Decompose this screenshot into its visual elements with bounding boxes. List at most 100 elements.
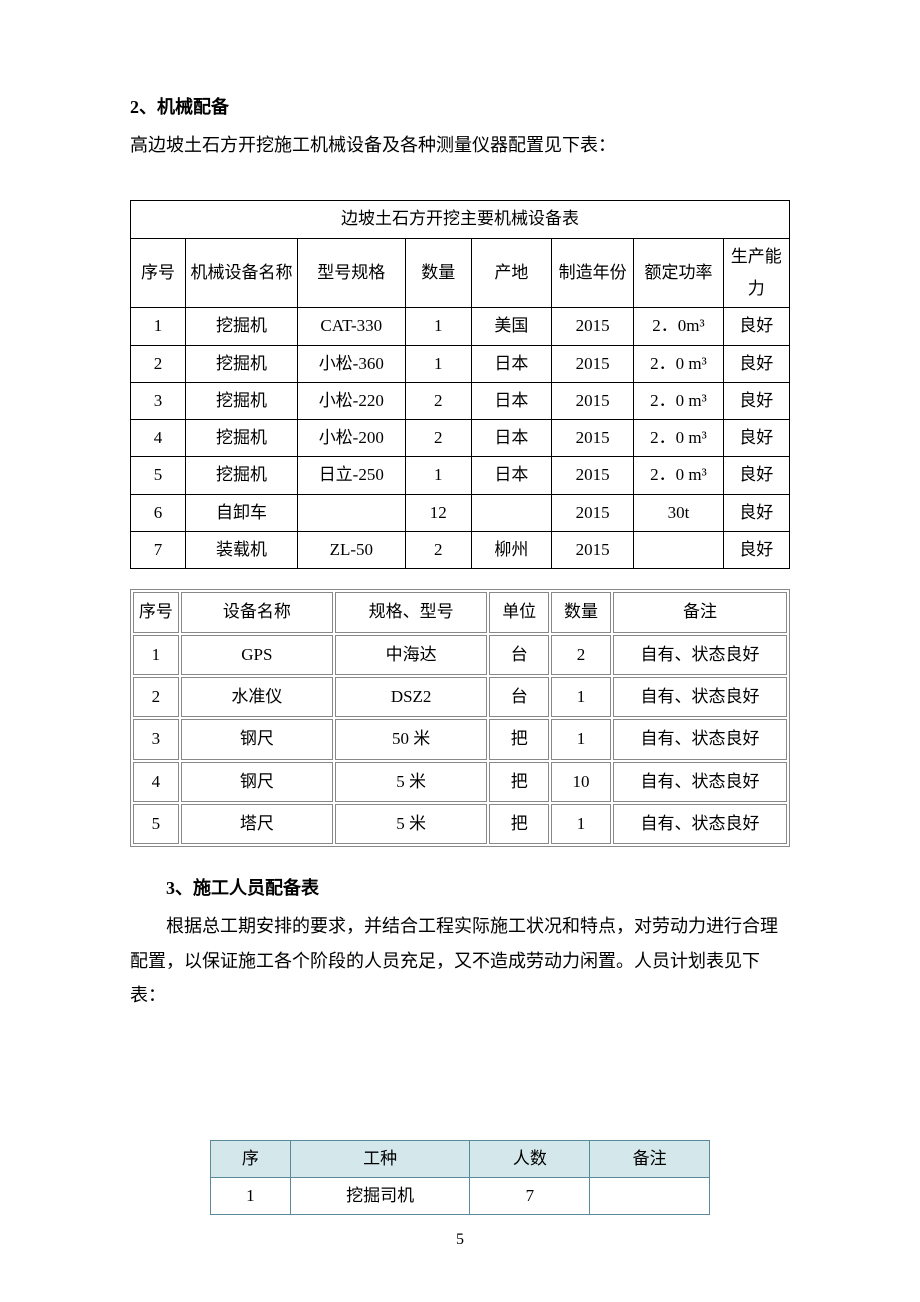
table-cell: 装载机: [185, 532, 297, 569]
table-cell: 5: [133, 804, 179, 844]
table-cell: 4: [133, 762, 179, 802]
table-cell: 6: [131, 494, 186, 531]
table-cell: 10: [551, 762, 611, 802]
table-cell: 5: [131, 457, 186, 494]
table-header-row: 序 工种 人数 备注: [211, 1140, 710, 1177]
table-cell: 2: [133, 677, 179, 717]
table-cell: 挖掘机: [185, 457, 297, 494]
col-equipment-name: 机械设备名称: [185, 238, 297, 308]
table-cell: 1: [131, 308, 186, 345]
table-row: 1挖掘机CAT-3301美国20152．0m³良好: [131, 308, 790, 345]
table-row: 2挖掘机小松-3601日本20152．0 m³良好: [131, 345, 790, 382]
table-cell: [471, 494, 551, 531]
table-cell: 2．0 m³: [634, 345, 723, 382]
table-cell: 1: [211, 1178, 291, 1215]
table-cell: 自有、状态良好: [613, 762, 787, 802]
col-seq: 序号: [133, 592, 179, 632]
table-cell: 50 米: [335, 719, 487, 759]
table-cell: 30t: [634, 494, 723, 531]
table-cell: 把: [489, 762, 549, 802]
table-cell: 良好: [723, 308, 789, 345]
section-3-body: 根据总工期安排的要求，并结合工程实际施工状况和特点，对劳动力进行合理配置，以保证…: [130, 909, 790, 1012]
table-cell: 1: [405, 457, 471, 494]
col-worktype: 工种: [290, 1140, 470, 1177]
table-cell: 良好: [723, 532, 789, 569]
table-cell: 3: [133, 719, 179, 759]
table-cell: 挖掘机: [185, 308, 297, 345]
table-cell: 7: [131, 532, 186, 569]
table-cell: 钢尺: [181, 762, 333, 802]
table-cell: 自有、状态良好: [613, 804, 787, 844]
table-row: 5塔尺5 米把1自有、状态良好: [133, 804, 787, 844]
table-title-row: 边坡土石方开挖主要机械设备表: [131, 201, 790, 238]
table-cell: 2: [405, 382, 471, 419]
table-cell: 日本: [471, 345, 551, 382]
table-header-row: 序号 设备名称 规格、型号 单位 数量 备注: [133, 592, 787, 632]
table-row: 7装载机ZL-502柳州2015 良好: [131, 532, 790, 569]
table-cell: 中海达: [335, 635, 487, 675]
table-cell: 2．0 m³: [634, 457, 723, 494]
col-remark: 备注: [590, 1140, 710, 1177]
table-cell: 良好: [723, 420, 789, 457]
table-cell: 日本: [471, 420, 551, 457]
table-cell: 2015: [551, 308, 633, 345]
table-cell: 塔尺: [181, 804, 333, 844]
col-model: 规格、型号: [335, 592, 487, 632]
table-cell: 台: [489, 635, 549, 675]
table-cell: 2: [405, 532, 471, 569]
table-row: 4挖掘机小松-2002日本20152．0 m³良好: [131, 420, 790, 457]
table-header-row: 序号 机械设备名称 型号规格 数量 产地 制造年份 额定功率 生产能力: [131, 238, 790, 308]
spacer: [130, 1020, 790, 1140]
section-2-intro: 高边坡土石方开挖施工机械设备及各种测量仪器配置见下表：: [130, 128, 790, 162]
col-equipment-name: 设备名称: [181, 592, 333, 632]
table-cell: 钢尺: [181, 719, 333, 759]
table-cell: 2: [131, 345, 186, 382]
table-cell: 2．0 m³: [634, 382, 723, 419]
table-cell: 1: [405, 308, 471, 345]
table-row: 1挖掘司机7: [211, 1178, 710, 1215]
table-cell: 小松-360: [298, 345, 406, 382]
table-cell: 柳州: [471, 532, 551, 569]
table-cell: [590, 1178, 710, 1215]
col-count: 人数: [470, 1140, 590, 1177]
table-cell: 5 米: [335, 804, 487, 844]
table-cell: 12: [405, 494, 471, 531]
table-cell: 自有、状态良好: [613, 677, 787, 717]
table-cell: 5 米: [335, 762, 487, 802]
page-number: 5: [130, 1225, 790, 1255]
table-cell: DSZ2: [335, 677, 487, 717]
table-cell: 2015: [551, 457, 633, 494]
col-capacity: 生产能力: [723, 238, 789, 308]
spacer: [130, 170, 790, 200]
table-cell: 2: [551, 635, 611, 675]
section-3-heading: 3、施工人员配备表: [130, 871, 790, 905]
table-cell: CAT-330: [298, 308, 406, 345]
table-cell: 日本: [471, 457, 551, 494]
col-year: 制造年份: [551, 238, 633, 308]
table-row: 1GPS中海达台2自有、状态良好: [133, 635, 787, 675]
col-remark: 备注: [613, 592, 787, 632]
table-cell: [634, 532, 723, 569]
table-cell: 小松-200: [298, 420, 406, 457]
equipment-table: 边坡土石方开挖主要机械设备表 序号 机械设备名称 型号规格 数量 产地 制造年份…: [130, 200, 790, 569]
table-cell: 2015: [551, 345, 633, 382]
table-cell: 良好: [723, 494, 789, 531]
table-cell: 良好: [723, 345, 789, 382]
table-cell: 1: [551, 719, 611, 759]
table-cell: [298, 494, 406, 531]
col-model: 型号规格: [298, 238, 406, 308]
table-cell: 3: [131, 382, 186, 419]
table-cell: 1: [551, 804, 611, 844]
table-cell: 小松-220: [298, 382, 406, 419]
table-cell: 日立-250: [298, 457, 406, 494]
table-row: 3钢尺50 米把1自有、状态良好: [133, 719, 787, 759]
table-cell: 2015: [551, 494, 633, 531]
table-cell: 水准仪: [181, 677, 333, 717]
table-cell: 2．0m³: [634, 308, 723, 345]
table-title: 边坡土石方开挖主要机械设备表: [131, 201, 790, 238]
table-cell: 2015: [551, 382, 633, 419]
table-cell: 4: [131, 420, 186, 457]
table-cell: 2015: [551, 532, 633, 569]
table-cell: ZL-50: [298, 532, 406, 569]
instrument-table: 序号 设备名称 规格、型号 单位 数量 备注 1GPS中海达台2自有、状态良好2…: [130, 589, 790, 847]
